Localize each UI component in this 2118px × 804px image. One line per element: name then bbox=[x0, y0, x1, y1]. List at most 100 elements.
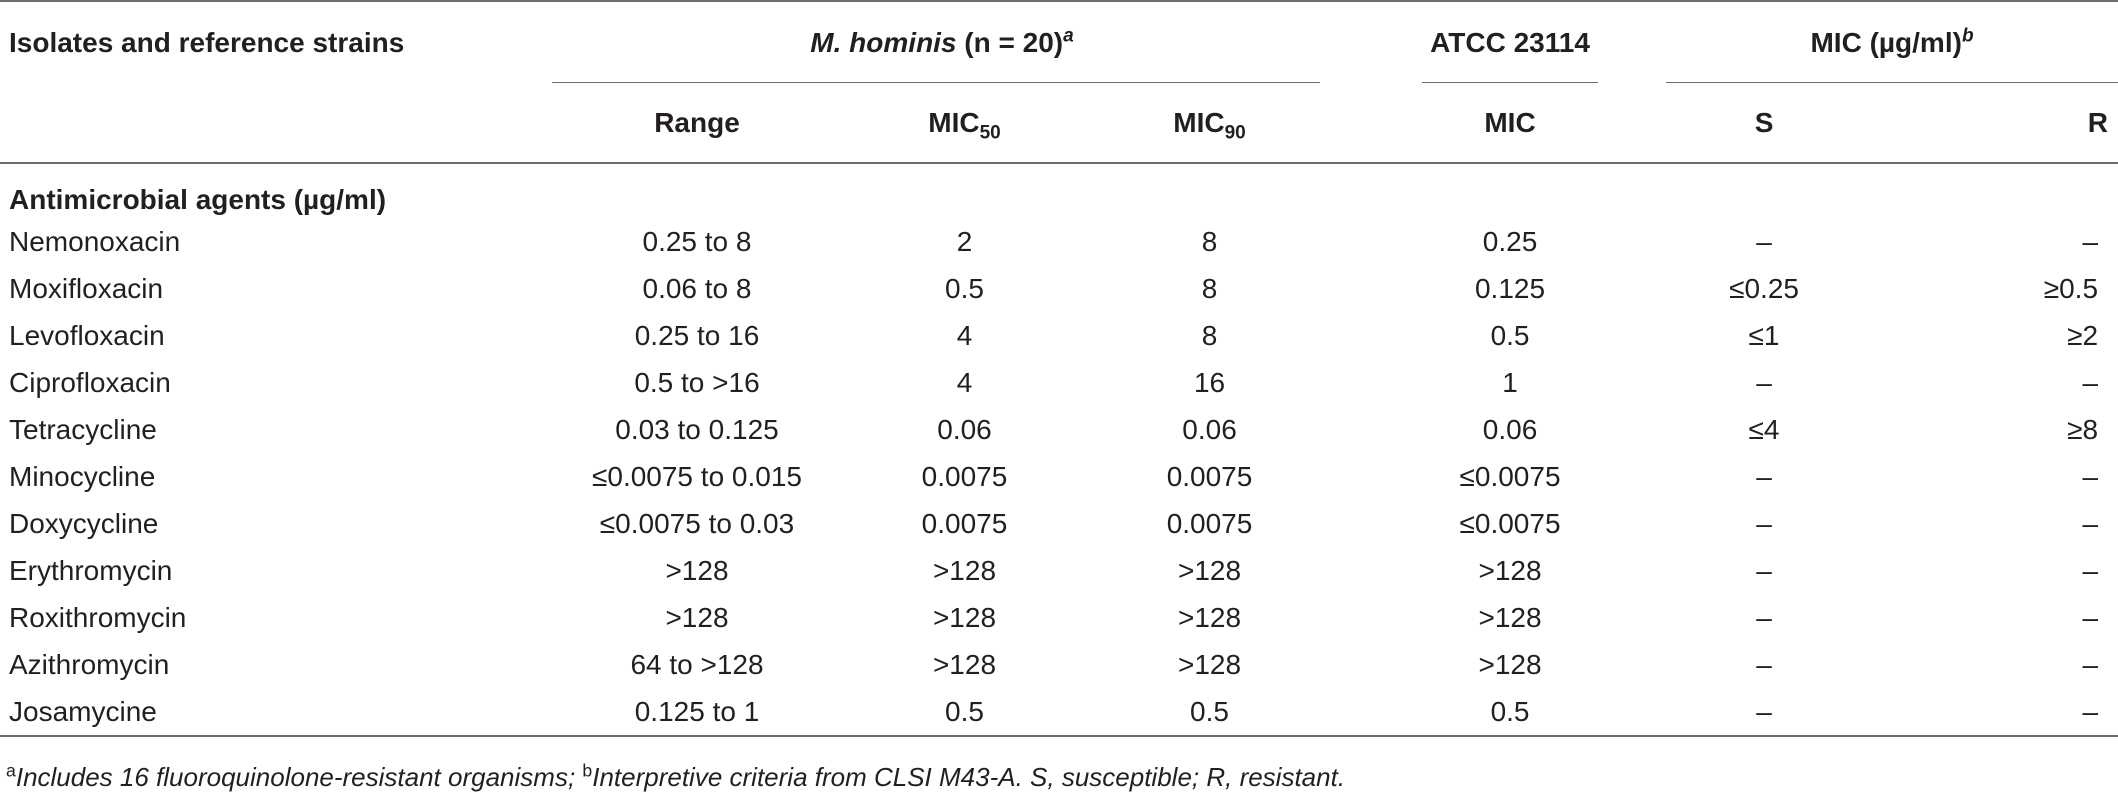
mic50-cell: 2 bbox=[956, 225, 973, 257]
susceptible-cell: – bbox=[1756, 507, 1772, 539]
susceptible-cell: – bbox=[1756, 554, 1772, 586]
atcc-mic-cell: 0.125 bbox=[1474, 272, 1546, 304]
range-cell: ≤0.0075 to 0.03 bbox=[599, 507, 795, 539]
atcc-mic-cell: ≤0.0075 bbox=[1459, 460, 1561, 492]
mic90-cell: >128 bbox=[1177, 648, 1242, 680]
resistant-header: R bbox=[1862, 83, 2118, 164]
resistant-cell: – bbox=[1862, 688, 2118, 737]
susceptible-cell: – bbox=[1756, 601, 1772, 633]
resistant-cell: ≥2 bbox=[2067, 319, 2099, 351]
resistant-cell: – bbox=[2082, 601, 2099, 633]
susceptible-cell: – bbox=[1756, 366, 1772, 398]
range-cell: >128 bbox=[665, 601, 729, 633]
resistant-cell: – bbox=[2082, 460, 2099, 492]
table-row: Azithromycin 64 to >128 >128 >128 >128 – – bbox=[0, 641, 2118, 688]
susceptible-cell: – bbox=[1756, 225, 1772, 257]
mic50-cell: 0.0075 bbox=[921, 460, 1008, 492]
agent-cell: Levofloxacin bbox=[9, 319, 165, 351]
resistant-cell: – bbox=[2082, 554, 2099, 586]
agent-cell: Doxycycline bbox=[9, 507, 159, 539]
atcc-mic-cell: ≤0.0075 bbox=[1459, 507, 1561, 539]
header-row-columns: Range MIC50 MIC90 MIC S R bbox=[0, 83, 2118, 164]
resistant-cell: – bbox=[2082, 366, 2099, 398]
table-row: Ciprofloxacin 0.5 to >16 4 16 1 – – bbox=[0, 359, 2118, 406]
resistant-cell: ≥0.5 bbox=[2043, 272, 2099, 304]
range-header: Range bbox=[552, 83, 842, 164]
range-cell: 0.25 to 16 bbox=[634, 319, 760, 351]
resistant-cell: – bbox=[2082, 225, 2099, 257]
mic50-cell: 0.5 bbox=[842, 688, 1087, 737]
agent-cell: Roxithromycin bbox=[9, 601, 187, 633]
agent-cell: Nemonoxacin bbox=[9, 225, 181, 257]
mic50-cell: >128 bbox=[932, 554, 997, 586]
agent-cell: Ciprofloxacin bbox=[9, 366, 171, 398]
table-row: Doxycycline ≤0.0075 to 0.03 0.0075 0.0075 ≤0… bbox=[0, 500, 2118, 547]
range-cell: 0.125 to 1 bbox=[552, 688, 842, 737]
header-row-groups: Isolates and reference strains M. homini… bbox=[0, 0, 2118, 84]
range-cell: 64 to >128 bbox=[630, 648, 764, 680]
susceptible-cell: ≤0.25 bbox=[1729, 272, 1799, 304]
susceptible-header: S bbox=[1602, 83, 1863, 164]
table-row: Roxithromycin >128 >128 >128 >128 – – bbox=[0, 594, 2118, 641]
mic90-cell: 0.5 bbox=[1087, 688, 1333, 737]
atcc-mic-cell: >128 bbox=[1478, 648, 1542, 680]
resistant-cell: – bbox=[2082, 648, 2099, 680]
mic50-header: MIC50 bbox=[842, 83, 1087, 164]
mic90-header: MIC90 bbox=[1087, 83, 1333, 164]
table-row: Josamycine 0.125 to 1 0.5 0.5 0.5– – bbox=[0, 688, 2118, 737]
mic90-cell: 16 bbox=[1193, 366, 1226, 398]
agent-cell: Azithromycin bbox=[9, 648, 170, 680]
section-label: Antimicrobial agents (µg/ml) bbox=[9, 184, 387, 215]
range-cell: ≤0.0075 to 0.015 bbox=[592, 460, 802, 492]
table-footnote: aIncludes 16 fluoroquinolone-resistant o… bbox=[6, 760, 1346, 792]
atcc-group-header: ATCC 23114 bbox=[1332, 0, 1603, 84]
resistant-cell: – bbox=[2082, 507, 2099, 539]
agent-cell: Tetracycline bbox=[9, 413, 157, 445]
atcc-mic-cell: >128 bbox=[1478, 554, 1542, 586]
susceptible-cell: – bbox=[1602, 688, 1863, 737]
atcc-mic-header: MIC bbox=[1332, 83, 1603, 164]
mic50-cell: 0.5 bbox=[945, 272, 984, 304]
table-row: Nemonoxacin 0.25 to 8 2 8 0.25 – – bbox=[0, 218, 2118, 265]
mic90-cell: 0.0075 bbox=[1166, 460, 1253, 492]
mic90-cell: 8 bbox=[1201, 225, 1218, 257]
agent-cell: Erythromycin bbox=[9, 554, 173, 586]
resistant-cell: ≥8 bbox=[2067, 413, 2099, 445]
susceptible-cell: – bbox=[1756, 648, 1772, 680]
section-row: Antimicrobial agents (µg/ml) bbox=[0, 163, 2118, 218]
range-cell: 0.25 to 8 bbox=[642, 225, 752, 257]
mic-table: Isolates and reference strains M. homini… bbox=[0, 0, 2118, 737]
table-row: Erythromycin >128 >128 >128 >128 – – bbox=[0, 547, 2118, 594]
mic90-cell: 0.06 bbox=[1182, 413, 1237, 445]
range-cell: 0.06 to 8 bbox=[642, 272, 752, 304]
susceptible-cell: ≤1 bbox=[1748, 319, 1780, 351]
atcc-mic-cell: 0.5 bbox=[1490, 319, 1530, 351]
table-row: Levofloxacin 0.25 to 16 4 8 0.5 ≤1 ≥2 bbox=[0, 312, 2118, 359]
mic-criteria-group-header: MIC (µg/ml)b bbox=[1602, 0, 2118, 84]
mic90-cell: >128 bbox=[1177, 601, 1242, 633]
empty-header-cell bbox=[0, 83, 552, 164]
mhominis-group-header: M. hominis (n = 20)a bbox=[552, 0, 1333, 84]
mic90-cell: >128 bbox=[1177, 554, 1242, 586]
table-row: Tetracycline 0.03 to 0.125 0.06 0.06 0.06 ≤4 ≥… bbox=[0, 406, 2118, 453]
table-row: Minocycline ≤0.0075 to 0.015 0.0075 0.0075 ≤… bbox=[0, 453, 2118, 500]
atcc-mic-cell: 1 bbox=[1502, 366, 1518, 398]
atcc-mic-cell: 0.06 bbox=[1482, 413, 1538, 445]
agent-cell: Minocycline bbox=[9, 460, 156, 492]
row-label-header: Isolates and reference strains bbox=[0, 0, 552, 83]
susceptible-cell: ≤4 bbox=[1748, 413, 1780, 445]
mic50-cell: 4 bbox=[956, 366, 973, 398]
mic50-cell: >128 bbox=[932, 648, 997, 680]
agent-cell: Moxifloxacin bbox=[9, 272, 164, 304]
susceptible-cell: – bbox=[1756, 460, 1772, 492]
mic50-cell: 4 bbox=[956, 319, 973, 351]
range-cell: 0.5 to >16 bbox=[634, 366, 760, 398]
mic50-cell: 0.0075 bbox=[921, 507, 1008, 539]
atcc-mic-cell: 0.25 bbox=[1482, 225, 1538, 257]
mic90-cell: 0.0075 bbox=[1166, 507, 1253, 539]
range-cell: 0.03 to 0.125 bbox=[615, 413, 779, 445]
range-cell: >128 bbox=[665, 554, 729, 586]
table-row: Moxifloxacin 0.06 to 8 0.5 8 0.125 ≤0.25 ≥0.5 bbox=[0, 265, 2118, 312]
mic50-cell: 0.06 bbox=[937, 413, 992, 445]
atcc-mic-cell: >128 bbox=[1478, 601, 1542, 633]
